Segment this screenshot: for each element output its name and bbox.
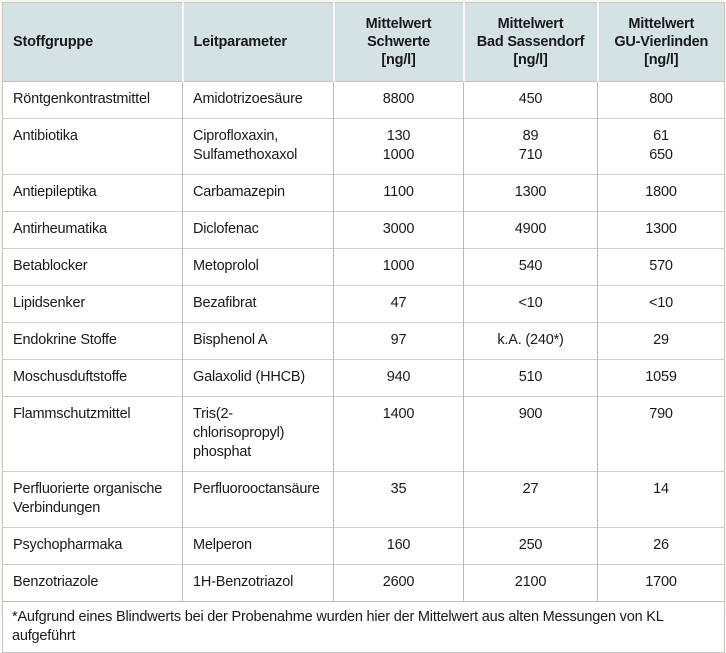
cell-schwerte: 1400 (333, 396, 464, 472)
cell-gu-vierlinden: 61 650 (597, 118, 725, 175)
cell-gu-vierlinden: 1800 (597, 174, 725, 212)
cell-bad-sassendorf: 27 (463, 471, 598, 528)
cell-bad-sassendorf: 1300 (463, 174, 598, 212)
cell-schwerte: 3000 (333, 211, 464, 249)
cell-leitparameter: Tris(2-chlorisopropyl) phosphat (182, 396, 334, 472)
cell-gu-vierlinden: 26 (597, 527, 725, 565)
cell-stoffgruppe: Benzotriazole (2, 564, 183, 602)
cell-gu-vierlinden: 800 (597, 81, 725, 119)
table-row: Lipidsenker Bezafibrat 47 <10 <10 (2, 285, 725, 323)
cell-gu-vierlinden: 29 (597, 322, 725, 360)
cell-gu-vierlinden: 790 (597, 396, 725, 472)
cell-bad-sassendorf: 900 (463, 396, 598, 472)
cell-bad-sassendorf: 540 (463, 248, 598, 286)
cell-leitparameter: Amidotrizoesäure (182, 81, 334, 119)
cell-stoffgruppe: Endokrine Stoffe (2, 322, 183, 360)
cell-stoffgruppe: Antiepileptika (2, 174, 183, 212)
table-row: Röntgenkontrastmittel Amidotrizoesäure 8… (3, 81, 725, 119)
table-row: Antirheumatika Diclofenac 3000 4900 1300 (2, 211, 725, 249)
cell-leitparameter: Melperon (182, 527, 334, 565)
table-row: Betablocker Metoprolol 1000 540 570 (2, 248, 725, 286)
cell-bad-sassendorf: k.A. (240*) (463, 322, 598, 360)
header-row: Stoffgruppe Leitparameter Mittelwert Sch… (2, 2, 725, 82)
table-row: Psychopharmaka Melperon 160 250 26 (2, 527, 725, 565)
cell-leitparameter: Bisphenol A (182, 322, 334, 360)
cell-stoffgruppe: Antibiotika (2, 118, 183, 175)
cell-bad-sassendorf: 450 (463, 81, 598, 119)
cell-stoffgruppe: Moschusduftstoffe (2, 359, 183, 397)
cell-gu-vierlinden: <10 (597, 285, 725, 323)
cell-bad-sassendorf: 510 (463, 359, 598, 397)
cell-schwerte: 1100 (333, 174, 464, 212)
table-row: Flammschutzmittel Tris(2-chlorisopropyl)… (2, 396, 725, 472)
cell-schwerte: 8800 (333, 81, 464, 119)
cell-stoffgruppe: Betablocker (2, 248, 183, 286)
cell-stoffgruppe: Psychopharmaka (2, 527, 183, 565)
cell-bad-sassendorf: 250 (463, 527, 598, 565)
cell-schwerte: 35 (333, 471, 464, 528)
cell-leitparameter: Galaxolid (HHCB) (182, 359, 334, 397)
cell-stoffgruppe: Lipidsenker (2, 285, 183, 323)
cell-schwerte: 940 (333, 359, 464, 397)
table-row: Benzotriazole 1H-Benzotriazol 2600 2100 … (2, 564, 725, 602)
cell-leitparameter: Ciprofloxaxin, Sulfamethoxaxol (182, 118, 334, 175)
footnote-row: *Aufgrund eines Blindwerts bei der Probe… (2, 601, 725, 653)
cell-stoffgruppe: Röntgenkontrastmittel (13, 91, 150, 107)
cell-leitparameter: Metoprolol (182, 248, 334, 286)
table-row: Perfluorierte organische Verbindungen Pe… (2, 471, 725, 528)
column-header-schwerte: Mittelwert Schwerte [ng/l] (332, 2, 464, 82)
cell-bad-sassendorf: 2100 (463, 564, 598, 602)
cell-schwerte: 47 (333, 285, 464, 323)
cell-leitparameter: Bezafibrat (182, 285, 334, 323)
cell-bad-sassendorf: 4900 (463, 211, 598, 249)
cell-leitparameter: Carbamazepin (182, 174, 334, 212)
cell-schwerte: 2600 (333, 564, 464, 602)
table-row: Antiepileptika Carbamazepin 1100 1300 18… (2, 174, 725, 212)
cell-gu-vierlinden: 1300 (597, 211, 725, 249)
cell-stoffgruppe: Flammschutzmittel (2, 396, 183, 472)
column-header-leitparameter: Leitparameter (181, 2, 334, 82)
table-row: Endokrine Stoffe Bisphenol A 97 k.A. (24… (2, 322, 725, 360)
column-header-bad-sassendorf: Mittelwert Bad Sassendorf [ng/l] (462, 2, 598, 82)
cell-bad-sassendorf: <10 (463, 285, 598, 323)
cell-bad-sassendorf: 89 710 (463, 118, 598, 175)
cell-stoffgruppe: Antirheumatika (2, 211, 183, 249)
cell-leitparameter: Diclofenac (182, 211, 334, 249)
cell-leitparameter: 1H-Benzotriazol (182, 564, 334, 602)
column-header-stoffgruppe: Stoffgruppe (2, 2, 183, 82)
footnote: *Aufgrund eines Blindwerts bei der Probe… (2, 601, 725, 653)
cell-schwerte: 160 (333, 527, 464, 565)
cell-leitparameter: Perfluorooctansäure (182, 471, 334, 528)
cell-schwerte: 1000 (333, 248, 464, 286)
table-row: Antibiotika Ciprofloxaxin, Sulfamethoxax… (2, 118, 725, 175)
cell-gu-vierlinden: 1700 (597, 564, 725, 602)
column-header-gu-vierlinden: Mittelwert GU-Vierlinden [ng/l] (596, 2, 725, 82)
table-row: Moschusduftstoffe Galaxolid (HHCB) 940 5… (2, 359, 725, 397)
cell-schwerte: 130 1000 (333, 118, 464, 175)
cell-gu-vierlinden: 1059 (597, 359, 725, 397)
cell-stoffgruppe: Perfluorierte organische Verbindungen (2, 471, 183, 528)
cell-gu-vierlinden: 14 (597, 471, 725, 528)
cell-gu-vierlinden: 570 (597, 248, 725, 286)
cell-schwerte: 97 (333, 322, 464, 360)
